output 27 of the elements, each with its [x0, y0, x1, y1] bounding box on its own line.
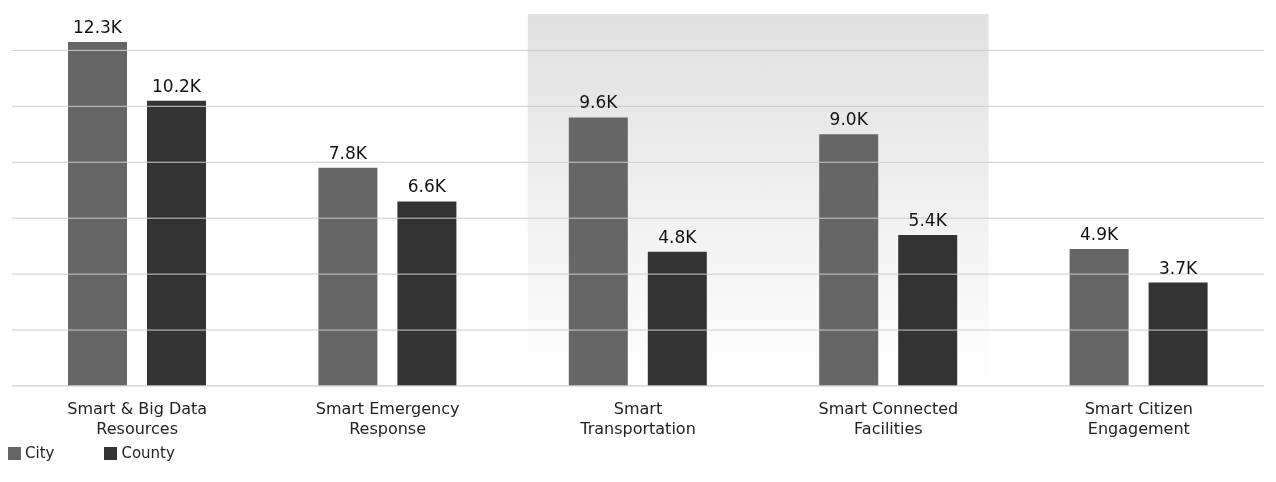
x-tick-label: Smart Connected Facilities: [818, 399, 959, 438]
data-label: 5.4K: [908, 209, 948, 230]
bar: [1148, 282, 1208, 386]
data-label: 7.8K: [328, 142, 368, 163]
bar: [68, 41, 127, 386]
data-label: 4.8K: [658, 226, 698, 247]
bar: [1069, 248, 1129, 386]
legend-label: County: [121, 444, 175, 462]
data-label: 12.3K: [73, 16, 123, 37]
data-label: 9.6K: [579, 92, 619, 113]
x-tick-label: Smart Emergency Response: [315, 399, 460, 438]
bar: [318, 167, 378, 386]
bar: [568, 117, 628, 386]
x-tick-label: Smart & Big Data Resources: [67, 399, 208, 438]
legend-label: City: [25, 444, 55, 462]
data-label: 9.0K: [829, 109, 869, 130]
data-label: 4.9K: [1080, 223, 1120, 244]
bar: [898, 234, 958, 386]
bar: [819, 134, 879, 386]
x-tick-label: Smart Transportation: [579, 399, 696, 438]
bar: [647, 251, 707, 386]
x-tick-label: Smart Citizen Engagement: [1084, 399, 1193, 438]
data-label: 3.7K: [1159, 257, 1199, 278]
bar: [147, 100, 206, 386]
data-label: 10.2K: [152, 75, 202, 96]
bar: [397, 201, 457, 386]
data-label: 6.6K: [407, 176, 447, 197]
